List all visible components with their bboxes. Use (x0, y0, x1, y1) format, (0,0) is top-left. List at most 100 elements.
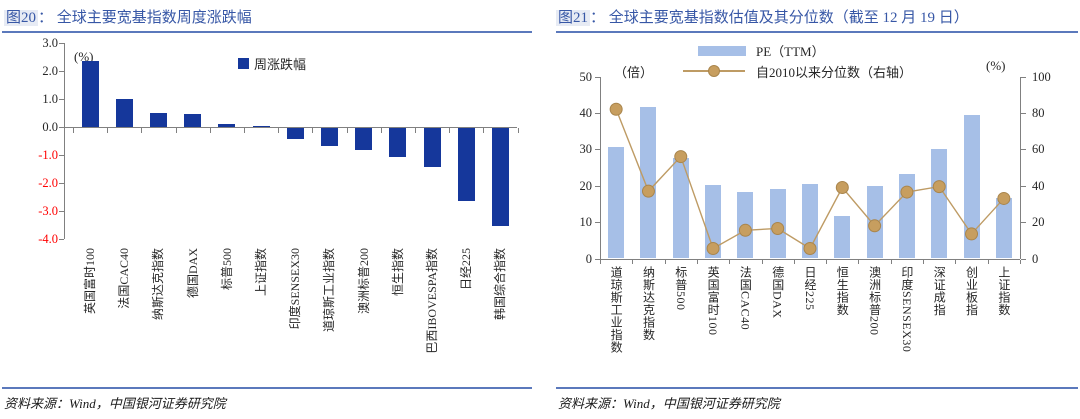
x-axis-tick (415, 128, 416, 133)
y-axis-tick (59, 239, 64, 240)
figure20-title: 图20： 全球主要宽基指数周度涨跌幅 (4, 6, 252, 27)
pe-bar-道琼斯工业指数 (608, 146, 625, 259)
x-axis-tick (696, 259, 698, 264)
y-tick-label: 3.0 (42, 36, 58, 50)
pe-bar-深证成指 (931, 148, 948, 259)
y-tick-label: 2.0 (42, 64, 58, 78)
x-axis-tick (793, 259, 795, 264)
bar-标普500 (218, 123, 236, 127)
x-axis-tick (175, 128, 177, 133)
right-y-tick-label: 80 (1032, 105, 1045, 120)
right-y-tick-label: 20 (1032, 215, 1045, 230)
y-tick-label: -2.0 (38, 176, 58, 190)
bar-道琼斯工业指数 (320, 128, 338, 147)
pe-bar-英国富时100 (705, 184, 722, 259)
x-axis-line (64, 127, 517, 128)
bar-澳洲标普200 (355, 128, 373, 151)
figure21-legend-line-marker (708, 65, 720, 77)
x-tick-label: 德国DAX (770, 266, 785, 319)
x-axis-tick (483, 128, 485, 133)
x-axis-tick (729, 259, 731, 264)
x-tick-label: 英国富时100 (706, 266, 721, 336)
figure20-legend-label: 周涨跌幅 (254, 57, 307, 72)
x-tick-label: 日经225 (803, 266, 817, 311)
bar-法国CAC40 (115, 99, 133, 127)
left-y-axis-tick (595, 258, 600, 260)
right-y-tick-label: 40 (1032, 178, 1045, 193)
pe-bar-恒生指数 (834, 215, 851, 259)
x-axis-tick (761, 259, 763, 264)
x-axis-tick (632, 259, 634, 264)
x-tick-label: 标普500 (673, 266, 688, 311)
y-tick-label: 1.0 (42, 92, 58, 106)
percentile-marker-恒生指数 (835, 181, 849, 195)
left-y-tick-label: 30 (579, 142, 593, 157)
pe-bar-法国CAC40 (737, 191, 754, 259)
y-axis-tick (59, 211, 64, 212)
bar-纳斯达克指数 (149, 113, 167, 127)
bar-巴西IBOVESPA指数 (423, 128, 441, 168)
right-y-tick-label: 100 (1032, 69, 1051, 84)
x-axis-tick (890, 259, 892, 264)
left-y-tick-label: 50 (579, 69, 593, 84)
left-y-tick-label: 20 (579, 178, 593, 193)
figure21-legend-pct-label: 自2010以来分位数（右轴） (756, 65, 913, 80)
pe-bar-纳斯达克指数 (640, 107, 657, 259)
x-tick-label: 法国CAC40 (738, 266, 753, 331)
figure21-legend-pe-swatch (698, 46, 746, 56)
right-y-axis-tick (1021, 76, 1026, 78)
y-tick-label: 0.0 (42, 120, 58, 134)
y-axis-tick (59, 99, 64, 100)
right-y-axis-tick (1021, 222, 1026, 224)
x-axis-tick (209, 128, 211, 133)
y-axis-line (64, 43, 65, 239)
x-axis-tick (73, 128, 74, 133)
right-y-axis-tick (1021, 149, 1026, 151)
pe-bar-印度SENSEX30 (898, 173, 915, 259)
figure21-source: 资料来源：Wind，中国银河证券研究院 (558, 396, 780, 411)
x-axis-tick (346, 128, 348, 133)
bar-英国富时100 (81, 61, 99, 127)
pe-bar-标普500 (672, 158, 689, 259)
x-axis-tick (1020, 259, 1021, 264)
left-y-axis-tick (595, 149, 600, 151)
y-axis-tick (59, 155, 64, 156)
figure20-tag: 图20 (4, 10, 39, 26)
x-axis-tick (664, 259, 666, 264)
x-axis-tick (278, 128, 280, 133)
figure20-bottom-rule (2, 387, 532, 389)
left-y-axis-tick (595, 76, 600, 78)
right-y-axis-tick (1021, 258, 1026, 260)
x-tick-label: 澳洲标普200 (867, 266, 882, 336)
figure21-title-text: ： 全球主要宽基指数估值及其分位数（截至 12 月 19 日） (590, 10, 969, 26)
pe-bar-澳洲标普200 (866, 186, 883, 259)
figure21-top-rule (556, 31, 1078, 33)
left-y-axis-line (600, 76, 601, 259)
x-axis-line (600, 258, 1020, 260)
left-y-tick-label: 10 (579, 215, 593, 230)
x-axis-tick (244, 128, 245, 133)
percentile-marker-道琼斯工业指数 (609, 102, 623, 116)
left-y-axis-tick (595, 112, 600, 114)
figure20-chart: 3.0 2.0 1.0 0.0 -1.0 -2.0 -3.0 -4.0 英国富时100 法国CAC… (38, 36, 519, 354)
figure21-right-unit-label: (%) (986, 58, 1006, 73)
x-axis-tick (380, 128, 382, 133)
figure20-unit-label: (%) (74, 49, 94, 64)
y-axis-tick (59, 127, 64, 128)
x-tick-label: 上证指数 (996, 266, 1011, 316)
x-axis-tick (987, 259, 989, 264)
figure21-title: 图21： 全球主要宽基指数估值及其分位数（截至 12 月 19 日） (556, 6, 969, 27)
x-axis-tick (517, 128, 519, 133)
x-axis-tick (826, 259, 828, 264)
right-y-axis-line (1020, 76, 1021, 259)
x-tick-label: 深证成指 (932, 266, 947, 316)
figure21-bottom-rule (556, 387, 1078, 389)
y-tick-label: -1.0 (38, 148, 58, 162)
x-axis-tick (107, 128, 109, 133)
right-y-axis-tick (1021, 185, 1026, 187)
x-axis-tick (858, 259, 860, 264)
figure20-legend-swatch (238, 58, 249, 69)
y-tick-label: -3.0 (38, 204, 58, 218)
